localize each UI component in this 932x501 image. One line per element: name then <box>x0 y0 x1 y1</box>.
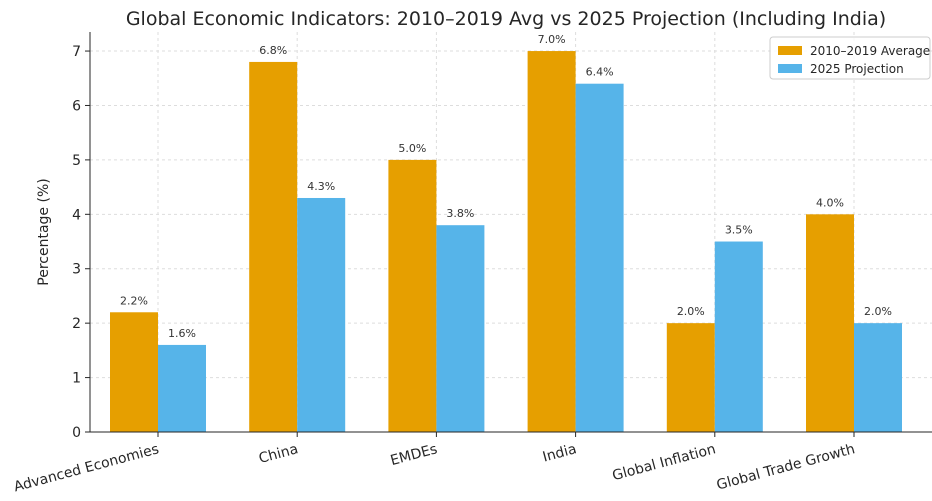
y-tick-label: 0 <box>72 425 81 441</box>
y-tick-label: 4 <box>72 207 81 223</box>
data-label: 1.6% <box>168 327 196 340</box>
data-label: 3.5% <box>725 224 753 237</box>
x-tick-label: EMDEs <box>389 441 439 469</box>
y-tick-label: 6 <box>72 98 81 114</box>
legend-swatch <box>778 64 802 73</box>
data-label: 2.0% <box>677 305 705 318</box>
y-tick-label: 7 <box>72 44 81 60</box>
legend-entry: 2025 Projection <box>810 62 904 76</box>
bar <box>666 323 715 432</box>
x-tick-label: Advanced Economies <box>12 441 161 495</box>
x-tick-label: Global Inflation <box>611 441 718 484</box>
data-label: 7.0% <box>538 33 566 46</box>
x-tick-label: India <box>541 441 578 465</box>
y-tick-label: 5 <box>72 153 81 169</box>
bar <box>158 344 206 432</box>
bar <box>436 225 485 432</box>
legend-box <box>769 36 931 80</box>
data-label: 6.8% <box>259 44 287 57</box>
data-labels: 2.2% 6.8% 5.0% 7.0% 2.0% 4.0% 1.6% 4.3% 3.8% 6.4%… <box>120 33 892 340</box>
data-label: 2.0% <box>864 305 892 318</box>
bar <box>527 51 576 433</box>
legend: 2010–2019 Average 2025 Projection <box>769 36 931 80</box>
x-tick-label: China <box>257 441 300 467</box>
grid-lines <box>90 32 932 433</box>
bar <box>806 214 854 432</box>
y-tick-label: 3 <box>72 262 81 278</box>
y-axis-label: Percentage (%) <box>36 178 52 285</box>
data-label: 3.8% <box>446 207 474 220</box>
bar <box>249 61 298 432</box>
y-tick-label: 2 <box>72 316 81 332</box>
bar <box>714 241 763 432</box>
bar <box>297 197 346 432</box>
data-label: 2.2% <box>120 294 148 307</box>
bar <box>575 83 624 432</box>
bars <box>110 51 902 433</box>
bar <box>110 312 158 432</box>
data-label: 6.4% <box>586 66 614 79</box>
data-label: 5.0% <box>398 142 426 155</box>
x-tick-label: Global Trade Growth <box>715 441 857 493</box>
data-label: 4.0% <box>816 196 844 209</box>
chart-title: Global Economic Indicators: 2010–2019 Av… <box>126 8 886 30</box>
y-tick-label: 1 <box>72 371 81 387</box>
bar <box>388 159 437 432</box>
legend-entry: 2010–2019 Average <box>810 44 930 58</box>
legend-swatch <box>778 46 802 55</box>
bar <box>854 323 902 432</box>
data-label: 4.3% <box>307 180 335 193</box>
